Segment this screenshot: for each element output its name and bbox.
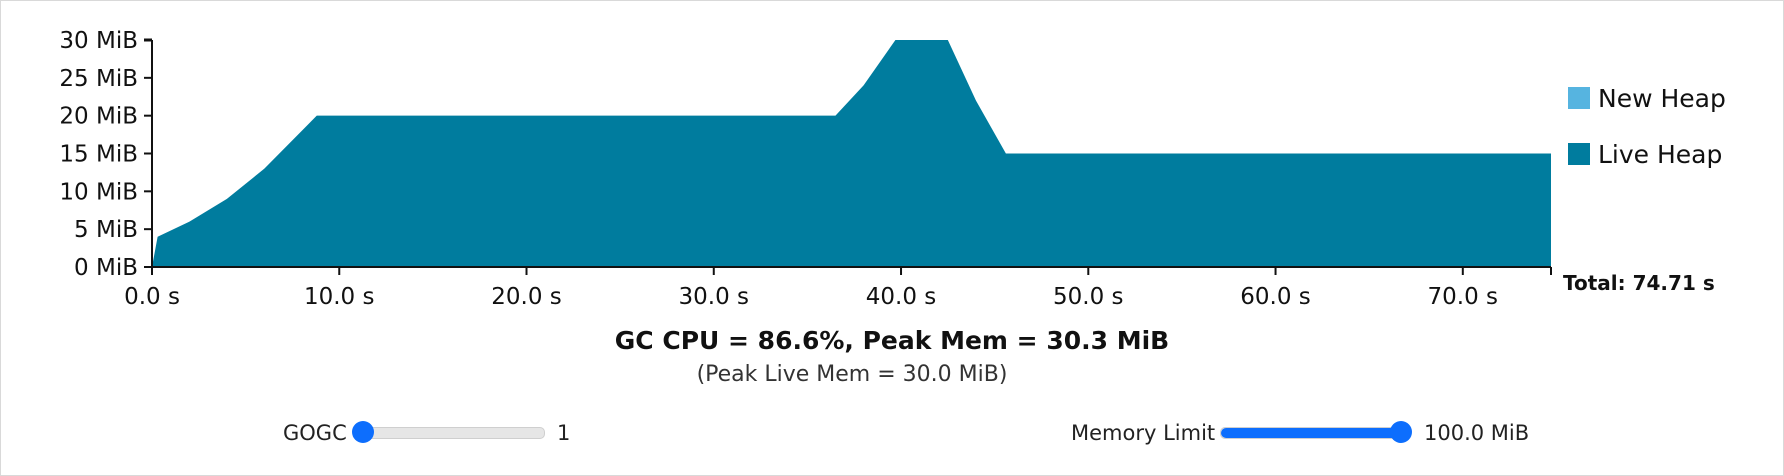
total-time-label: Total: 74.71 s bbox=[1563, 271, 1715, 295]
legend-swatch bbox=[1568, 143, 1590, 165]
gogc-slider[interactable] bbox=[356, 427, 545, 439]
summary-line: GC CPU = 86.6%, Peak Mem = 30.3 MiB bbox=[614, 326, 1170, 355]
x-tick-label: 20.0 s bbox=[491, 284, 562, 310]
x-tick-label: 10.0 s bbox=[304, 284, 375, 310]
y-tick-label: 30 MiB bbox=[59, 28, 138, 54]
legend-label: Live Heap bbox=[1598, 140, 1722, 169]
y-tick-label: 20 MiB bbox=[59, 104, 138, 130]
gogc-label: GOGC bbox=[283, 421, 347, 445]
plot-area bbox=[152, 40, 1551, 267]
memory-limit-slider-fill bbox=[1221, 428, 1408, 438]
memory-limit-slider-thumb[interactable] bbox=[1390, 421, 1412, 443]
gogc-slider-thumb[interactable] bbox=[352, 421, 374, 443]
axes: 0 MiB 5 MiB 10 MiB 15 MiB 20 MiB 25 MiB 30 MiB… bbox=[59, 28, 1552, 310]
x-tick-label: 0.0 s bbox=[124, 284, 180, 310]
y-tick-label: 25 MiB bbox=[59, 66, 138, 92]
memory-limit-slider[interactable] bbox=[1220, 427, 1409, 439]
legend: New Heap Live Heap bbox=[1568, 84, 1726, 169]
gogc-value: 1 bbox=[557, 421, 571, 445]
memory-limit-label: Memory Limit bbox=[1071, 421, 1216, 445]
x-tick-label: 60.0 s bbox=[1240, 284, 1311, 310]
y-tick-label: 15 MiB bbox=[59, 142, 138, 168]
y-tick-label: 10 MiB bbox=[59, 179, 138, 205]
legend-label: New Heap bbox=[1598, 84, 1726, 113]
y-tick-label: 5 MiB bbox=[74, 217, 138, 243]
x-tick-label: 30.0 s bbox=[679, 284, 750, 310]
heap-chart: 0 MiB 5 MiB 10 MiB 15 MiB 20 MiB 25 MiB 30 MiB… bbox=[59, 28, 1726, 310]
x-tick-label: 70.0 s bbox=[1428, 284, 1499, 310]
series-area-live-heap bbox=[152, 40, 1551, 267]
legend-swatch bbox=[1568, 87, 1590, 109]
x-tick-label: 40.0 s bbox=[866, 284, 937, 310]
peak-live-mem-line: (Peak Live Mem = 30.0 MiB) bbox=[696, 362, 1008, 387]
y-tick-label: 0 MiB bbox=[74, 255, 138, 281]
x-tick-label: 50.0 s bbox=[1053, 284, 1124, 310]
memory-limit-value: 100.0 MiB bbox=[1424, 421, 1530, 445]
